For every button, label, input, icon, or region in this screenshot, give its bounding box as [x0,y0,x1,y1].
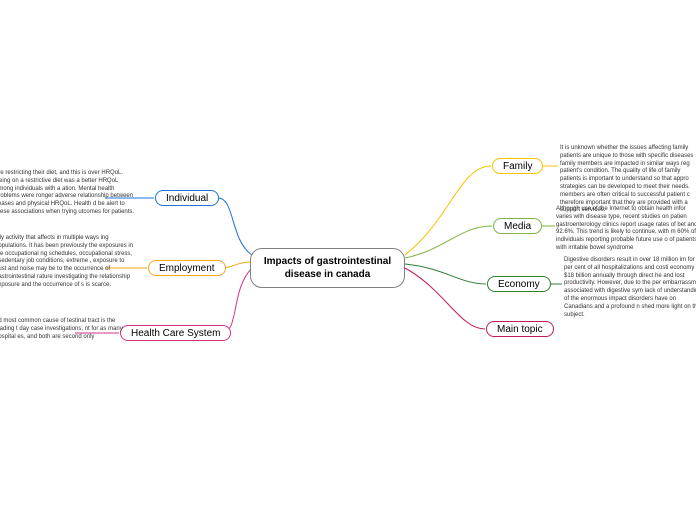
right-node-media[interactable]: Media [493,218,542,234]
right-node-economy[interactable]: Economy [487,276,551,292]
desc-employment: ally activity that affects in multiple w… [0,235,135,290]
desc-healthcare: ird most common cause of testinal tract … [0,318,135,341]
right-node-maintopic[interactable]: Main topic [486,321,554,337]
desc-media: Although use of the Internet to obtain h… [556,206,696,253]
left-node-employment[interactable]: Employment [148,260,226,276]
left-node-individual[interactable]: Individual [155,190,219,206]
right-node-family[interactable]: Family [492,158,543,174]
desc-economy: Digestive disorders result in over 18 mi… [564,257,696,319]
center-node[interactable]: Impacts of gastrointestinal disease in c… [250,248,405,288]
desc-family: It is unknown whether the issues affecti… [560,145,696,215]
left-node-healthcare[interactable]: Health Care System [120,325,231,341]
desc-individual: are restricting their diet, and this is … [0,170,135,217]
